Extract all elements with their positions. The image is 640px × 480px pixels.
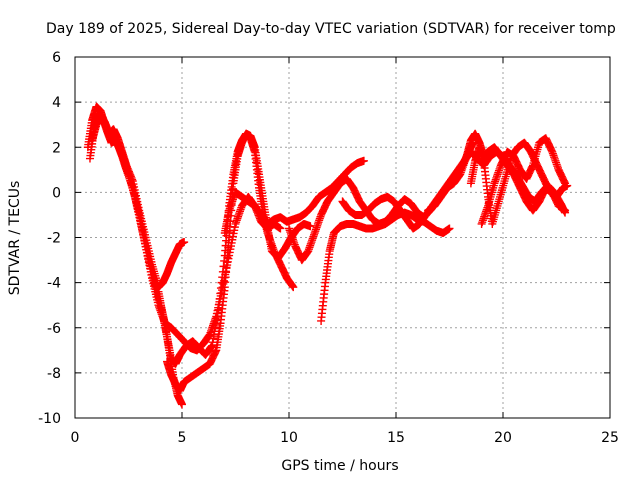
y-tick-label: -4 xyxy=(47,276,61,292)
x-tick-label: 15 xyxy=(387,430,405,446)
grid-lines xyxy=(75,57,610,418)
data-point xyxy=(276,224,285,233)
x-tick-label: 0 xyxy=(71,430,80,446)
series-arc8 xyxy=(317,208,454,325)
x-tick-label: 20 xyxy=(494,430,512,446)
x-tick-label: 25 xyxy=(601,430,619,446)
y-tick-label: -2 xyxy=(47,231,61,247)
data-point xyxy=(306,222,315,231)
data-point xyxy=(445,224,454,233)
data-point xyxy=(359,156,368,165)
y-axis-label: SDTVAR / TECUs xyxy=(7,181,23,296)
data-point xyxy=(180,238,189,247)
y-tick-label: 2 xyxy=(52,140,61,156)
data-points xyxy=(83,102,572,409)
x-tick-label: 5 xyxy=(178,430,187,446)
y-tick-label: 6 xyxy=(52,50,61,66)
y-tick-label: -10 xyxy=(38,411,61,427)
chart-title: Day 189 of 2025, Sidereal Day-to-day VTE… xyxy=(46,21,616,37)
data-point xyxy=(289,283,298,292)
y-tick-label: -6 xyxy=(47,321,61,337)
data-point xyxy=(561,206,570,215)
series-arc5 xyxy=(163,129,315,395)
series-arc11 xyxy=(466,138,572,228)
y-tick-label: 0 xyxy=(52,185,61,201)
y-tick-label: 4 xyxy=(52,95,61,111)
data-point xyxy=(178,400,186,409)
data-point xyxy=(561,179,570,188)
plot-frame xyxy=(74,56,611,419)
x-axis-label: GPS time / hours xyxy=(281,458,398,474)
x-tick-label: 10 xyxy=(280,430,298,446)
y-tick-label: -8 xyxy=(47,366,61,382)
series-arc12 xyxy=(477,134,570,228)
